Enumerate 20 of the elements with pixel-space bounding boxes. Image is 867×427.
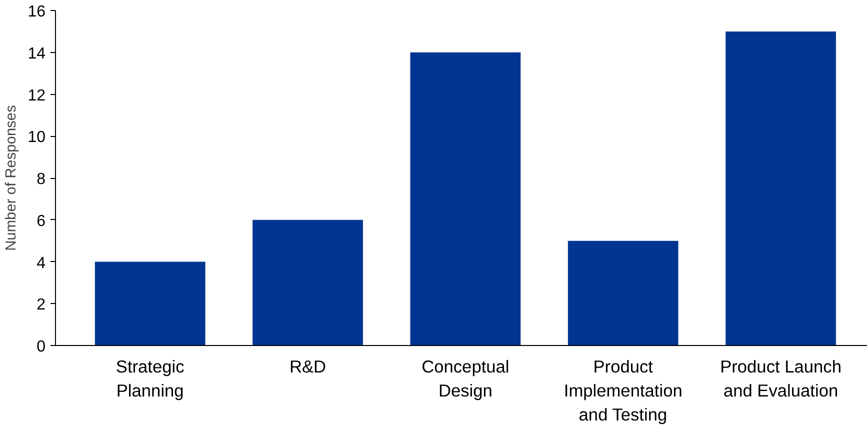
y-tick-label: 10 (28, 129, 46, 146)
x-tick-label: R&D (289, 356, 326, 376)
bar (94, 262, 206, 346)
y-axis-title: Number of Responses (4, 105, 20, 251)
x-tick-label: Product Implementation and Testing (564, 356, 682, 424)
y-tick-label: 6 (36, 212, 46, 230)
y-tick-label: 4 (36, 254, 46, 272)
y-tick-label: 12 (28, 87, 46, 104)
bar (726, 31, 836, 346)
y-tick-label: 2 (36, 296, 46, 314)
y-tick-label: 0 (36, 338, 46, 356)
x-tick-label: Strategic Planning (116, 356, 185, 400)
x-tick-label: Conceptual Design (422, 356, 510, 400)
bar (568, 240, 678, 346)
y-tick-label: 8 (36, 171, 46, 188)
y-tick-label: 14 (28, 45, 46, 62)
bar (252, 220, 363, 346)
y-tick-label: 16 (28, 4, 46, 20)
x-tick-label: Product Launch and Evaluation (720, 356, 842, 400)
bar (410, 52, 521, 346)
